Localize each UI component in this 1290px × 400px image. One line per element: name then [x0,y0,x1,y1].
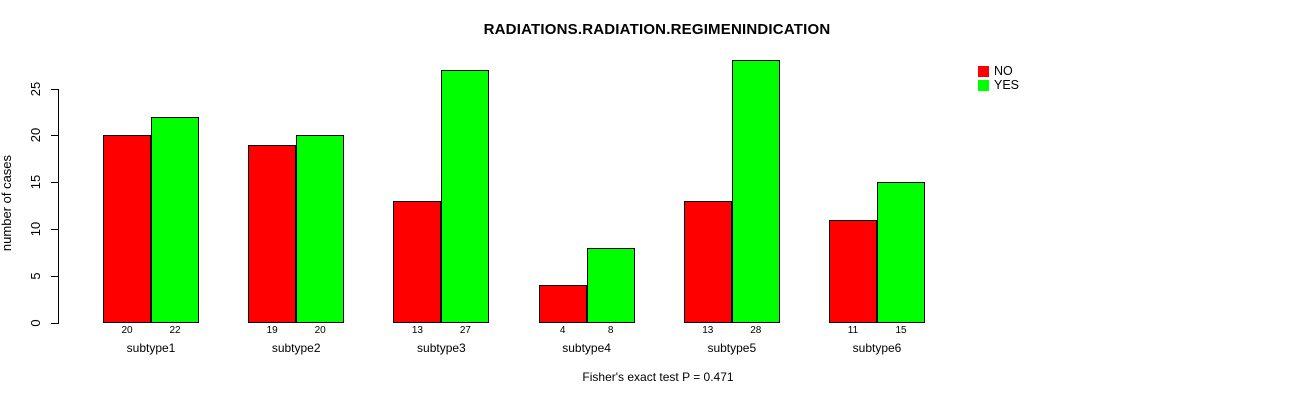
bar-yes-subtype4 [586,247,635,324]
bar-value-label: 27 [459,325,471,336]
y-tick-label: 10 [28,221,43,237]
category-label-subtype6: subtype6 [852,341,902,355]
y-axis-title: number of cases [0,154,14,252]
category-label-subtype2: subtype2 [271,341,321,355]
bar-no-subtype2 [248,144,297,324]
bar-value-label: 13 [702,325,714,336]
y-axis-line [58,88,59,324]
bar-yes-subtype2 [296,135,345,324]
bar-value-label: 4 [559,325,566,336]
bar-yes-subtype1 [151,116,199,324]
y-tick-label: 15 [28,174,43,190]
bar-value-label: 13 [411,325,423,336]
y-tick [51,182,58,184]
bar-value-label: 19 [266,325,278,336]
bar-yes-subtype5 [731,60,780,324]
y-tick-label: 0 [28,318,43,327]
y-tick-label: 20 [28,128,43,143]
y-tick [51,322,58,324]
y-tick [51,228,58,230]
bar-value-label: 11 [847,325,859,336]
bar-value-label: 8 [607,325,614,336]
y-tick-label: 25 [28,81,43,96]
footnote: Fisher's exact test P = 0.471 [582,370,734,384]
bar-no-subtype1 [103,135,151,324]
bar-value-label: 22 [169,325,181,336]
legend-item: YES [978,79,1019,91]
y-tick [51,135,58,137]
bar-yes-subtype6 [877,182,925,324]
y-tick-label: 5 [28,272,43,280]
category-label-subtype5: subtype5 [707,341,757,355]
category-label-subtype3: subtype3 [417,341,466,355]
legend-swatch-no [978,65,989,77]
legend-swatch-yes [978,79,989,91]
bar-no-subtype4 [538,285,587,324]
category-label-subtype4: subtype4 [562,341,611,355]
bar-value-label: 20 [314,325,326,336]
bar-no-subtype6 [829,219,877,324]
bar-value-label: 20 [121,325,133,336]
y-tick [51,88,58,90]
y-tick [51,275,58,277]
bar-no-subtype3 [393,200,442,324]
bar-no-subtype5 [683,200,732,324]
bar-value-label: 15 [895,325,907,336]
category-label-subtype1: subtype1 [126,341,176,355]
legend-item-label: NO [994,64,1013,78]
legend-item-label: YES [994,78,1020,92]
legend-item: NO [978,65,1013,77]
bar-value-label: 28 [750,325,762,336]
chart-title: RADIATIONS.RADIATION.REGIMENINDICATION [483,21,831,38]
bar-yes-subtype3 [441,69,490,324]
